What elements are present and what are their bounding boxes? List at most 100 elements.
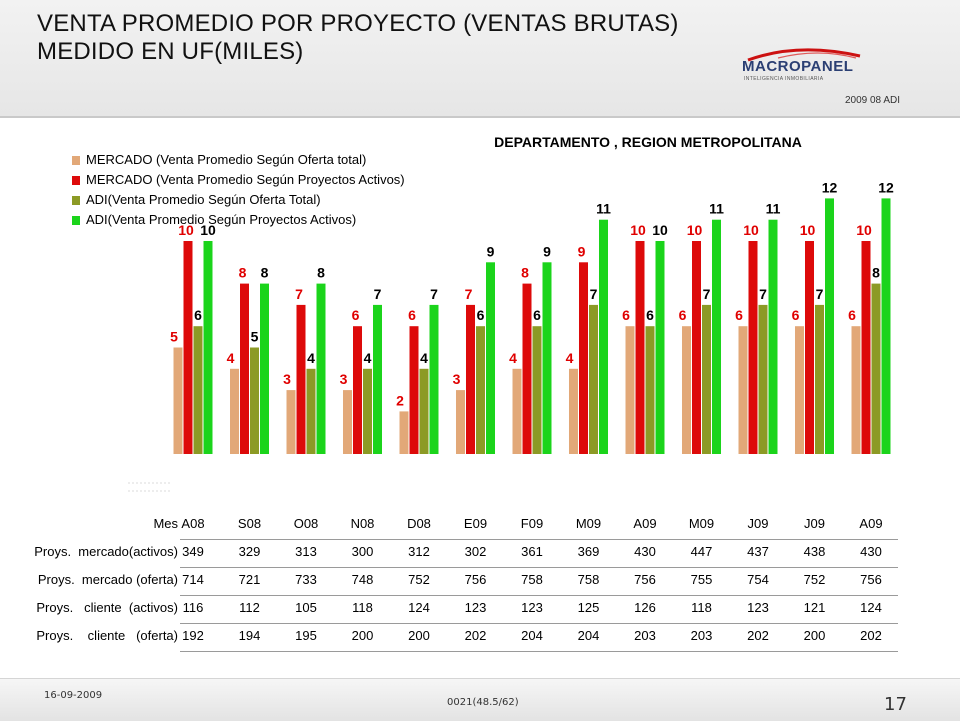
table-row: Proys. cliente (oferta) 192 194 195 200 200 20… bbox=[0, 624, 960, 652]
bar-1-m09-9 bbox=[682, 326, 691, 454]
table-header-cell: A09 bbox=[633, 516, 657, 531]
bar-4-e09-5 bbox=[486, 262, 495, 454]
table-cell: 752 bbox=[408, 572, 430, 587]
table-cell: 758 bbox=[521, 572, 543, 587]
bar-2-o08-2 bbox=[296, 304, 306, 454]
table-row-divider bbox=[180, 567, 898, 568]
chart-data-labels: 5106104858374836472647376948694971161061… bbox=[170, 179, 894, 408]
data-label-4-2: 8 bbox=[317, 265, 325, 281]
table-cell: 438 bbox=[803, 544, 826, 559]
legend-label-3: ADI(Venta Promedio Según Oferta Total) bbox=[86, 192, 321, 207]
data-label-3-2: 4 bbox=[307, 350, 315, 366]
data-label-4-0: 10 bbox=[200, 222, 216, 238]
bar-1-m09-7 bbox=[569, 368, 578, 454]
bar-4-o08-2 bbox=[316, 283, 326, 454]
data-label-2-2: 7 bbox=[295, 286, 303, 302]
table-header-cell: A09 bbox=[859, 516, 883, 531]
table-cell: 202 bbox=[860, 628, 882, 643]
data-label-3-11: 7 bbox=[816, 286, 824, 302]
table-header-cell: E09 bbox=[463, 516, 488, 531]
bar-4-j09-11 bbox=[825, 198, 834, 454]
data-label-2-3: 6 bbox=[352, 307, 360, 323]
bar-3-a09-8 bbox=[645, 326, 655, 454]
footer-date: 16-09-2009 bbox=[44, 690, 103, 701]
data-label-2-11: 10 bbox=[800, 222, 816, 238]
data-label-1-9: 6 bbox=[679, 307, 687, 323]
table-cell: 733 bbox=[295, 572, 317, 587]
table-header-label: Mes bbox=[153, 516, 178, 531]
table-header-cell: F09 bbox=[520, 516, 544, 531]
bar-4-m09-7 bbox=[599, 219, 608, 454]
table-cell: 752 bbox=[803, 572, 826, 587]
bar-1-d08-4 bbox=[399, 411, 409, 454]
table-cell: 202 bbox=[747, 628, 769, 643]
table-header-cell: S08 bbox=[237, 516, 262, 531]
table-cell: 118 bbox=[352, 600, 373, 615]
legend-label-2: MERCADO (Venta Promedio Según Proyectos … bbox=[86, 172, 405, 187]
bar-2-j09-10 bbox=[748, 241, 758, 454]
table-row-label: Proys. mercado (oferta) bbox=[37, 572, 178, 587]
table-cell: 758 bbox=[577, 572, 600, 587]
table-header-cell: A08 bbox=[181, 516, 205, 531]
table-row-divider bbox=[180, 651, 898, 652]
data-label-1-0: 5 bbox=[170, 329, 178, 345]
data-label-3-0: 6 bbox=[194, 307, 202, 323]
data-label-3-9: 7 bbox=[703, 286, 711, 302]
bar-3-f09-6 bbox=[532, 326, 542, 454]
table-cell: 200 bbox=[408, 628, 430, 643]
bar-2-m09-9 bbox=[692, 241, 701, 454]
table-cell: 123 bbox=[521, 600, 543, 615]
bar-4-j09-10 bbox=[768, 219, 778, 454]
data-label-1-12: 6 bbox=[848, 307, 856, 323]
data-label-4-3: 7 bbox=[374, 286, 382, 302]
chart-title: DEPARTAMENTO , REGION METROPOLITANA bbox=[494, 134, 802, 150]
bar-2-j09-11 bbox=[805, 241, 814, 454]
data-label-2-5: 7 bbox=[465, 286, 473, 302]
data-label-2-0: 10 bbox=[178, 222, 194, 238]
table-cell: 203 bbox=[690, 628, 713, 643]
bar-3-a08-0 bbox=[193, 326, 203, 454]
data-label-3-5: 6 bbox=[477, 307, 485, 323]
watermark-mark bbox=[128, 482, 172, 492]
report-code: 2009 08 ADI bbox=[844, 95, 900, 106]
data-label-3-1: 5 bbox=[251, 329, 259, 345]
bar-3-n08-3 bbox=[363, 368, 372, 454]
table-cell: 192 bbox=[182, 628, 204, 643]
bar-4-n08-3 bbox=[373, 304, 382, 454]
legend-swatch-1 bbox=[72, 156, 80, 165]
bar-2-a09-12 bbox=[861, 241, 871, 454]
table-cell: 194 bbox=[238, 628, 261, 643]
data-label-2-8: 10 bbox=[630, 222, 646, 238]
logo-tagline: INTELIGENCIA INMOBILIARIA bbox=[744, 76, 824, 82]
table-row-divider bbox=[180, 623, 898, 624]
table-row-label: Proys. cliente (activos) bbox=[36, 600, 178, 615]
table-cell: 349 bbox=[182, 544, 204, 559]
data-label-2-6: 8 bbox=[521, 265, 529, 281]
data-label-1-3: 3 bbox=[340, 371, 348, 387]
bar-1-o08-2 bbox=[286, 390, 296, 454]
data-label-3-6: 6 bbox=[533, 307, 541, 323]
legend-label-1: MERCADO (Venta Promedio Según Oferta tot… bbox=[86, 152, 366, 167]
table-cell: 300 bbox=[351, 544, 374, 559]
table-cell: 118 bbox=[691, 600, 712, 615]
table-cell: 105 bbox=[295, 600, 317, 615]
data-label-4-4: 7 bbox=[430, 286, 438, 302]
data-label-1-5: 3 bbox=[453, 371, 461, 387]
table-header-row: Mes A08 S08 O08 N08 D08 E09 F09 M09 A09 M09 J09 J09 A… bbox=[0, 512, 960, 540]
table-cell: 123 bbox=[747, 600, 769, 615]
legend-swatch-2 bbox=[72, 176, 80, 185]
table-row: Proys. mercado(activos) 349 329 313 300 312 30… bbox=[0, 540, 960, 568]
table-cell: 721 bbox=[238, 572, 261, 587]
table-header-cell: J09 bbox=[747, 516, 769, 531]
data-label-2-10: 10 bbox=[743, 222, 759, 238]
data-label-1-10: 6 bbox=[735, 307, 743, 323]
bar-1-j09-11 bbox=[795, 326, 804, 454]
table-cell: 714 bbox=[182, 572, 204, 587]
data-label-2-9: 10 bbox=[687, 222, 703, 238]
table-row-divider bbox=[180, 595, 898, 596]
table-header-cell: N08 bbox=[350, 516, 375, 531]
title-line-1: VENTA PROMEDIO POR PROYECTO (VENTAS BRUT… bbox=[37, 10, 679, 37]
bar-4-s08-1 bbox=[260, 283, 269, 454]
bar-3-e09-5 bbox=[476, 326, 485, 454]
bar-1-e09-5 bbox=[456, 390, 465, 454]
